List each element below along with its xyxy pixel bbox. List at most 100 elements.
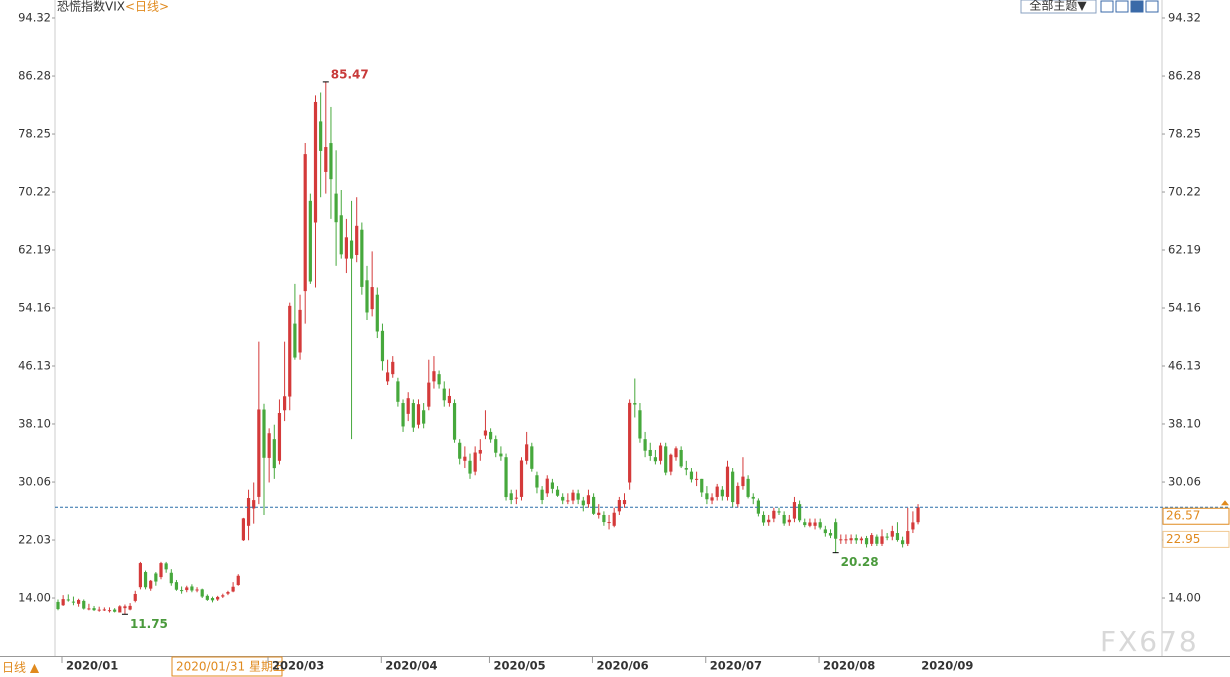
y-tick-label: 94.32: [18, 10, 51, 24]
candle-body: [339, 215, 343, 255]
candle-body: [375, 294, 379, 332]
candle-body: [252, 500, 256, 509]
candle-body: [751, 496, 755, 499]
candle-body: [452, 403, 457, 440]
candle-body: [458, 442, 462, 459]
cursor-value-box: [1162, 530, 1230, 548]
candle-body: [818, 522, 822, 528]
candle-body: [221, 595, 225, 597]
candle-body: [519, 460, 524, 497]
candle-body: [180, 590, 184, 592]
y-tick-label: 78.25: [1168, 127, 1201, 141]
candle-body: [113, 609, 117, 612]
candle-body: [489, 431, 493, 440]
candle-body: [499, 453, 503, 457]
icon[interactable]: [1130, 0, 1144, 13]
candle-body: [581, 500, 585, 506]
y-tick-label: 70.22: [18, 185, 51, 199]
candle-body: [612, 512, 616, 526]
crosshair-label: 2020/01/31 星期五: [176, 660, 285, 674]
candle-body: [288, 305, 292, 397]
x-tick-label: 2020/08: [823, 659, 875, 673]
candle-body: [154, 573, 158, 582]
candle-body: [525, 444, 529, 461]
x-tick-label: 2020/03: [272, 659, 324, 673]
candle-body: [360, 229, 364, 287]
candle-body: [231, 586, 235, 592]
last-price-arrow: [1221, 500, 1229, 506]
candle-body: [329, 143, 333, 180]
candle-body: [61, 599, 65, 606]
candle-body: [71, 601, 76, 603]
candle-body: [478, 449, 482, 454]
candle-body: [324, 147, 328, 172]
candle-body: [705, 493, 709, 500]
candle-body: [97, 609, 101, 611]
candle-body: [720, 489, 724, 497]
icon[interactable]: [1115, 0, 1129, 13]
candle-body: [545, 478, 549, 494]
y-tick-label: 22.03: [18, 533, 51, 547]
candle-body: [169, 572, 173, 584]
period-button[interactable]: 日线 ▲: [2, 661, 40, 675]
candle-body: [386, 372, 390, 382]
icon[interactable]: [1100, 0, 1114, 13]
candle-body: [406, 398, 410, 414]
candle-body: [834, 522, 838, 539]
candle-body: [334, 193, 338, 223]
period-label: <日线>: [125, 0, 169, 14]
candle-body: [633, 403, 637, 405]
candle-body: [648, 449, 652, 456]
candle-body: [684, 468, 688, 470]
candle-body: [494, 439, 498, 453]
candle-body: [844, 539, 848, 541]
candle-body: [916, 507, 920, 523]
candle-body: [689, 471, 694, 480]
candle-body: [813, 522, 817, 526]
candle-body: [432, 371, 436, 382]
y-tick-label: 14.00: [1168, 591, 1201, 605]
candle-body: [828, 533, 833, 536]
candle-body: [586, 495, 591, 505]
toolbar-icons[interactable]: [1100, 0, 1159, 13]
candle-body: [679, 449, 683, 467]
candle-body: [257, 409, 261, 497]
candle-body: [715, 486, 719, 497]
candle-body: [422, 410, 426, 424]
candle-body: [602, 514, 606, 523]
candle-body: [463, 456, 467, 461]
y-tick-label: 46.13: [18, 358, 51, 372]
candle-body: [530, 446, 534, 469]
candle-body: [447, 395, 451, 404]
y-tick-label: 46.13: [1168, 358, 1201, 372]
y-tick-label: 86.28: [18, 69, 51, 83]
candle-body: [875, 536, 879, 544]
theme-button-box[interactable]: [1020, 0, 1097, 14]
candle-body: [102, 609, 106, 611]
candle-body: [308, 200, 312, 282]
candle-body: [226, 592, 230, 594]
candle-body: [401, 403, 405, 427]
candle-body: [901, 540, 905, 545]
candle-body: [777, 511, 781, 513]
candle-body: [628, 402, 632, 483]
candle-body: [772, 510, 776, 519]
y-tick-label: 94.32: [1168, 10, 1201, 24]
candle-body: [839, 539, 843, 541]
candle-body: [246, 498, 251, 526]
candle-body: [123, 606, 127, 609]
y-tick-label: 62.19: [18, 243, 51, 257]
candle-body: [792, 502, 797, 519]
candle-body: [396, 381, 400, 402]
candle-body: [803, 522, 807, 526]
candle-body: [854, 538, 858, 541]
candle-body: [504, 457, 508, 498]
candle-body: [272, 439, 276, 469]
theme-button[interactable]: 全部主题▼: [1029, 0, 1087, 13]
candle-body: [514, 497, 518, 499]
icon[interactable]: [1145, 0, 1159, 13]
candle-body: [216, 596, 220, 600]
candle-body: [695, 478, 699, 480]
